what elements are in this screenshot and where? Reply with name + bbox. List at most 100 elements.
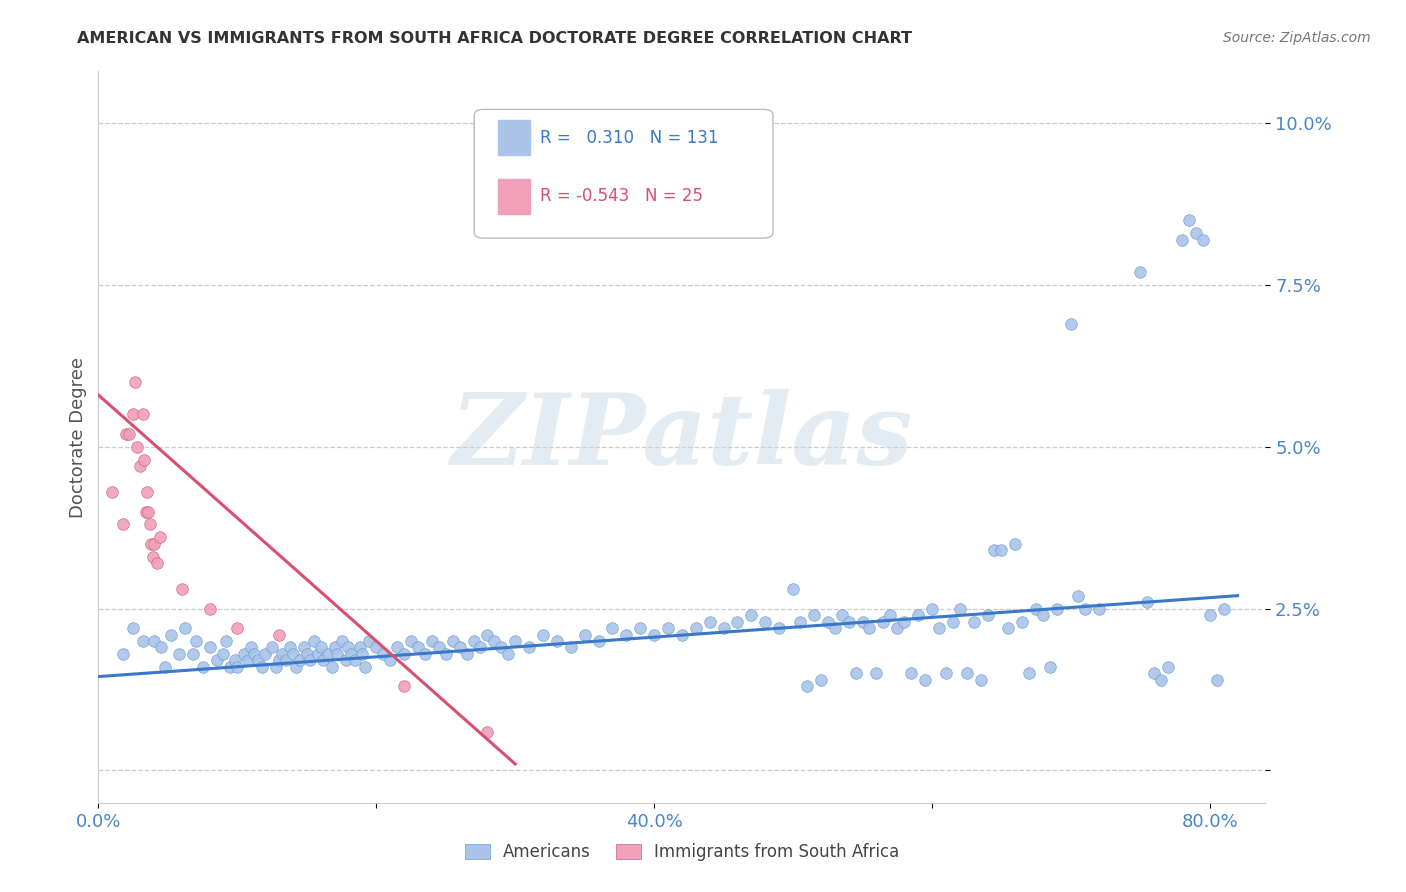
Point [456, 647, 478, 661]
Point [143, 537, 166, 551]
Point [997, 621, 1019, 635]
Point [307, 647, 329, 661]
Point [427, 640, 450, 655]
Point [205, 653, 228, 667]
Point [198, 640, 221, 655]
Point [127, 440, 149, 454]
Legend: Americans, Immigrants from South Africa: Americans, Immigrants from South Africa [458, 837, 905, 868]
Point [602, 621, 624, 635]
Point [560, 640, 582, 655]
Point [132, 634, 155, 648]
Point [295, 647, 318, 661]
Point [124, 375, 146, 389]
Point [1143, 666, 1166, 681]
Point [962, 615, 984, 629]
FancyBboxPatch shape [474, 110, 773, 238]
Point [851, 615, 873, 629]
Point [463, 634, 485, 648]
Point [118, 426, 141, 441]
Point [782, 582, 804, 597]
Point [262, 640, 284, 655]
Point [1011, 615, 1033, 629]
Point [340, 647, 363, 661]
Point [574, 627, 596, 641]
Point [146, 557, 169, 571]
Point [385, 640, 408, 655]
Point [267, 653, 290, 667]
Point [1205, 673, 1227, 687]
Point [1129, 265, 1152, 279]
Point [274, 653, 297, 667]
Point [886, 621, 908, 635]
Point [270, 647, 292, 661]
Point [928, 621, 950, 635]
Point [1198, 608, 1220, 623]
Point [614, 627, 637, 641]
Point [1039, 660, 1062, 674]
Point [531, 627, 554, 641]
Text: AMERICAN VS IMMIGRANTS FROM SOUTH AFRICA DOCTORATE DEGREE CORRELATION CHART: AMERICAN VS IMMIGRANTS FROM SOUTH AFRICA… [77, 31, 912, 46]
Point [900, 666, 922, 681]
Text: R =   0.310   N = 131: R = 0.310 N = 131 [540, 129, 718, 147]
Point [976, 608, 998, 623]
Point [373, 647, 395, 661]
Point [191, 660, 214, 674]
Point [1025, 601, 1047, 615]
Point [990, 543, 1012, 558]
Point [173, 621, 195, 635]
Point [949, 601, 972, 615]
Point [254, 647, 277, 661]
Point [252, 660, 274, 674]
Point [240, 640, 263, 655]
Point [1060, 317, 1083, 331]
Point [1136, 595, 1159, 609]
Point [789, 615, 811, 629]
Point [122, 621, 145, 635]
Point [956, 666, 979, 681]
Point [838, 615, 860, 629]
Point [278, 640, 301, 655]
Point [233, 647, 256, 661]
Point [983, 543, 1005, 558]
Point [302, 634, 325, 648]
Point [1018, 666, 1040, 681]
Point [935, 666, 957, 681]
Point [449, 640, 471, 655]
Text: R = -0.543   N = 25: R = -0.543 N = 25 [540, 187, 703, 205]
Point [441, 634, 464, 648]
Point [413, 647, 436, 661]
Point [907, 608, 929, 623]
Point [167, 647, 190, 661]
Point [831, 608, 853, 623]
Point [132, 408, 155, 422]
Point [1171, 233, 1194, 247]
Point [872, 615, 894, 629]
Point [247, 653, 270, 667]
Point [406, 640, 429, 655]
Point [316, 647, 339, 661]
Point [546, 634, 568, 648]
Point [727, 615, 749, 629]
Point [420, 634, 443, 648]
Point [628, 621, 651, 635]
Point [359, 634, 381, 648]
Point [496, 647, 519, 661]
Point [148, 530, 170, 544]
Point [643, 627, 665, 641]
Point [224, 653, 246, 667]
Point [112, 647, 135, 661]
Text: Source: ZipAtlas.com: Source: ZipAtlas.com [1223, 31, 1371, 45]
Point [824, 621, 846, 635]
Point [354, 660, 377, 674]
Point [267, 627, 290, 641]
Point [153, 660, 176, 674]
Y-axis label: Doctorate Degree: Doctorate Degree [69, 357, 87, 517]
Point [893, 615, 915, 629]
Point [352, 647, 374, 661]
Point [1178, 213, 1201, 227]
Point [298, 653, 321, 667]
Point [1032, 608, 1054, 623]
Point [142, 549, 165, 564]
Bar [498, 120, 530, 155]
Point [392, 647, 415, 661]
